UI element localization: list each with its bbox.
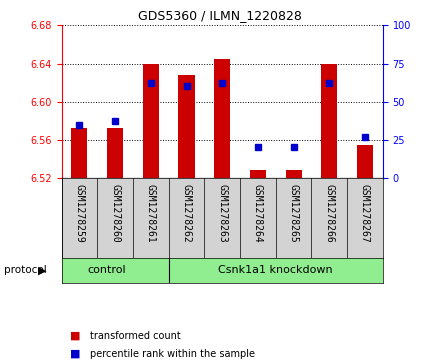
Text: GSM1278260: GSM1278260 bbox=[110, 184, 120, 243]
Bar bbox=[250, 170, 266, 178]
Bar bbox=[214, 59, 230, 178]
Text: ■: ■ bbox=[70, 331, 81, 341]
Text: ▶: ▶ bbox=[37, 265, 46, 276]
Bar bbox=[321, 64, 337, 178]
Text: control: control bbox=[87, 265, 125, 276]
Bar bbox=[357, 144, 373, 178]
Text: GDS5360 / ILMN_1220828: GDS5360 / ILMN_1220828 bbox=[138, 9, 302, 22]
Text: GSM1278265: GSM1278265 bbox=[289, 184, 299, 243]
Text: GSM1278259: GSM1278259 bbox=[74, 184, 84, 243]
Bar bbox=[71, 128, 88, 178]
Text: GSM1278267: GSM1278267 bbox=[360, 184, 370, 243]
Text: ■: ■ bbox=[70, 349, 81, 359]
Bar bbox=[107, 128, 123, 178]
Text: GSM1278263: GSM1278263 bbox=[217, 184, 227, 243]
Text: Csnk1a1 knockdown: Csnk1a1 knockdown bbox=[218, 265, 333, 276]
Bar bbox=[286, 170, 301, 178]
Text: GSM1278262: GSM1278262 bbox=[182, 184, 191, 243]
Text: percentile rank within the sample: percentile rank within the sample bbox=[90, 349, 255, 359]
Bar bbox=[179, 75, 194, 178]
Bar bbox=[143, 64, 159, 178]
Text: GSM1278266: GSM1278266 bbox=[324, 184, 334, 243]
Text: GSM1278264: GSM1278264 bbox=[253, 184, 263, 243]
Text: protocol: protocol bbox=[4, 265, 47, 276]
Text: GSM1278261: GSM1278261 bbox=[146, 184, 156, 243]
Text: transformed count: transformed count bbox=[90, 331, 181, 341]
